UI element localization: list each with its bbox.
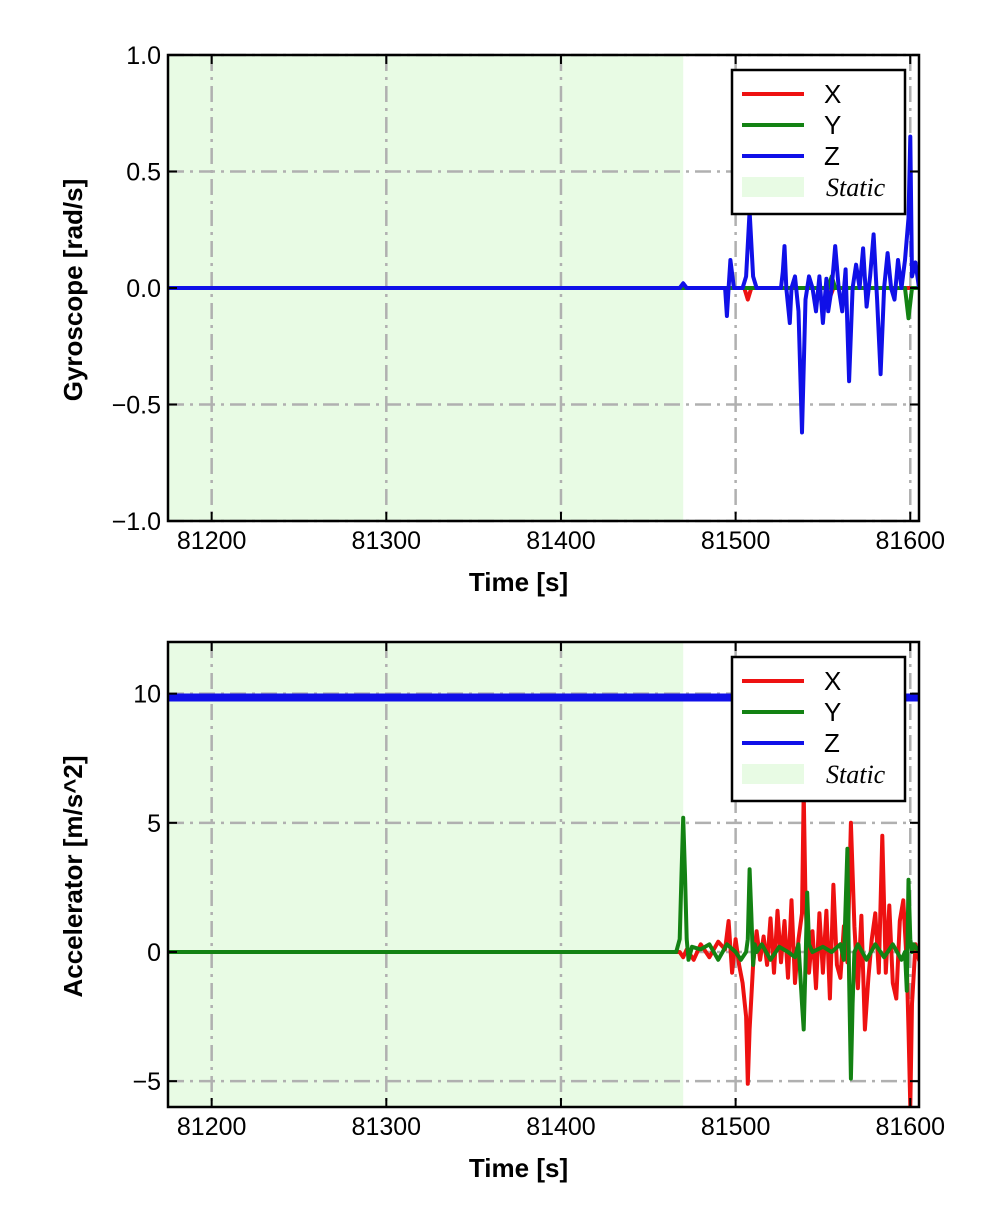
- y-axis-label: Accelerator [m/s^2]: [58, 755, 88, 997]
- x-tick-label: 81400: [526, 527, 596, 555]
- x-tick-label: 81200: [177, 1113, 247, 1141]
- legend-label-x: X: [824, 79, 841, 109]
- legend-label-static: Static: [826, 173, 886, 202]
- y-tick-label: −5: [132, 1068, 161, 1096]
- legend-swatch-static: [742, 764, 804, 784]
- legend-label-x: X: [824, 666, 841, 696]
- y-tick-label: 10: [133, 681, 161, 709]
- x-tick-label: 81600: [876, 1113, 946, 1141]
- x-axis-label: Time [s]: [469, 1153, 568, 1183]
- y-tick-label: −0.5: [112, 392, 161, 420]
- series-line-z: [168, 134, 919, 435]
- x-axis-label: Time [s]: [469, 567, 568, 597]
- y-tick-label: 0.0: [126, 275, 161, 303]
- legend-label-y: Y: [824, 110, 841, 140]
- legend-label-z: Z: [824, 728, 840, 758]
- legend-label-static: Static: [826, 760, 886, 789]
- x-tick-label: 81600: [876, 527, 946, 555]
- x-tick-label: 81400: [526, 1113, 596, 1141]
- x-tick-label: 81200: [177, 527, 247, 555]
- plot-area: [168, 134, 919, 435]
- legend-label-z: Z: [824, 141, 840, 171]
- x-tick-label: 81500: [701, 527, 771, 555]
- x-tick-label: 81300: [352, 1113, 422, 1141]
- accelerator-chart: 81200 81300 81400 81500 81600 10 5 0 −5 Time [s] A…: [58, 640, 946, 1183]
- y-axis-label: Gyroscope [rad/s]: [58, 179, 88, 402]
- gyroscope-chart: 81200 81300 81400 81500 81600 1.0 0.5 0.0 −0.5 −1…: [58, 42, 945, 597]
- static-region: [168, 642, 684, 1107]
- x-tick-label: 81300: [352, 527, 422, 555]
- y-tick-label: 5: [147, 810, 161, 838]
- legend-swatch-static: [742, 177, 804, 197]
- y-tick-label: −1.0: [112, 508, 161, 536]
- axes-frame: [166, 640, 921, 1109]
- y-tick-label: 0.5: [126, 159, 161, 187]
- series-line-y: [168, 815, 919, 1081]
- y-tick-label: 1.0: [126, 42, 161, 70]
- y-tick-label: 0: [147, 939, 161, 967]
- legend-label-y: Y: [824, 697, 841, 727]
- x-tick-label: 81500: [701, 1113, 771, 1141]
